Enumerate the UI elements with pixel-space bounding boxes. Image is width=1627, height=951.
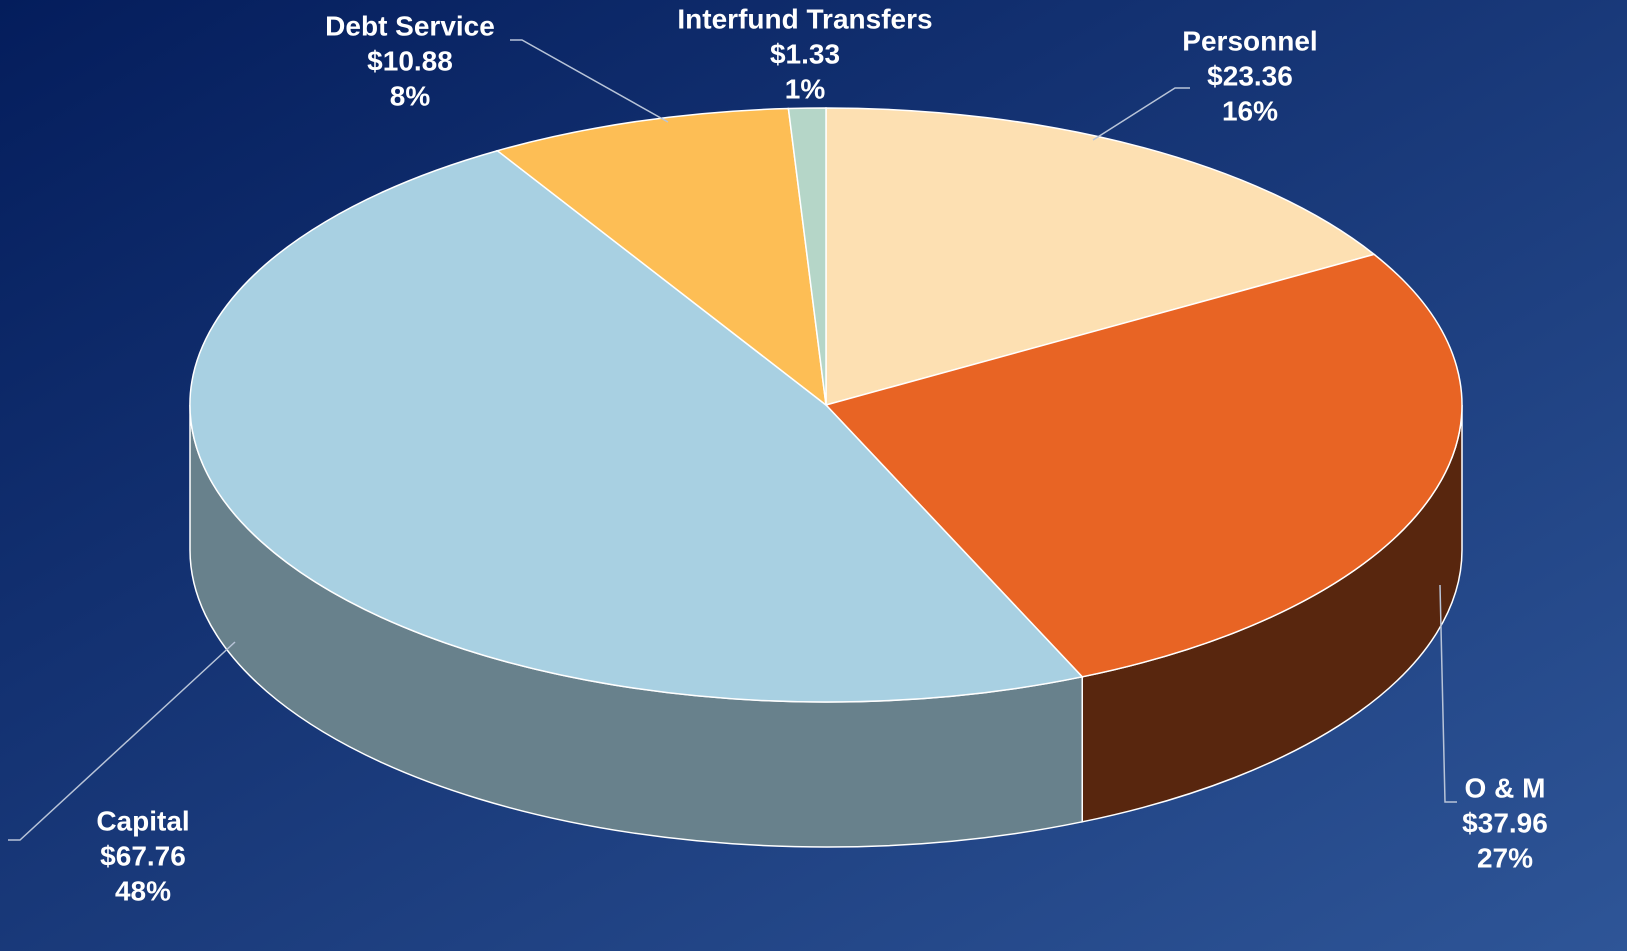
category-label: Capital (96, 805, 189, 836)
leader-line (1092, 87, 1190, 141)
slice (495, 107, 827, 407)
percent-label: 48% (115, 875, 171, 906)
value-label: $10.88 (367, 45, 453, 76)
value-label: $37.96 (1462, 807, 1548, 838)
category-label: Interfund Transfers (677, 3, 932, 34)
labels: Personnel $23.36 16% O & M $37.96 27% Capital $… (8, 3, 1548, 906)
slice (787, 107, 827, 406)
value-label: $23.36 (1207, 60, 1293, 91)
category-label: Debt Service (325, 10, 495, 41)
pie-tops (189, 107, 1463, 703)
percent-label: 16% (1222, 95, 1278, 126)
percent-label: 8% (390, 80, 431, 111)
slice (189, 149, 1084, 703)
value-label: $1.33 (770, 38, 840, 69)
category-label: O & M (1465, 772, 1546, 803)
slice (825, 107, 1376, 406)
category-label: Personnel (1182, 25, 1317, 56)
slice (824, 253, 1463, 678)
leader-line (8, 641, 236, 841)
percent-label: 1% (785, 73, 826, 104)
value-label: $67.76 (100, 840, 186, 871)
leader-line (1439, 584, 1457, 803)
leader-line (510, 39, 669, 123)
percent-label: 27% (1477, 842, 1533, 873)
